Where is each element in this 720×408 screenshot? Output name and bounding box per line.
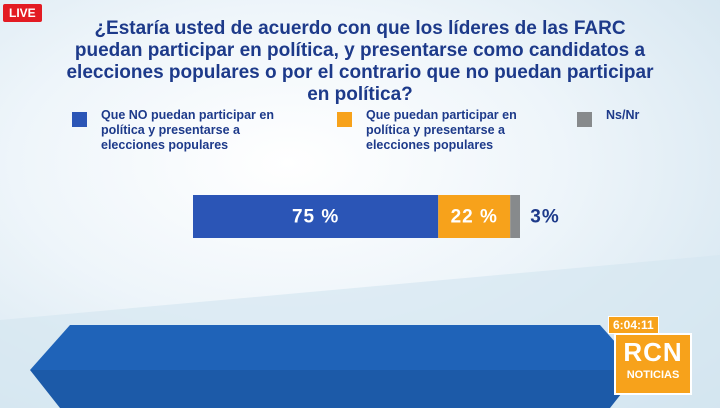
logo-text: RCN (623, 337, 683, 367)
logo: RCN NOTICIAS (614, 333, 692, 395)
clock: 6:04:11 (608, 316, 659, 334)
chart-title: ¿Estaría usted de acuerdo con que los lí… (66, 18, 654, 105)
decor (30, 370, 640, 408)
bar-segment (438, 195, 511, 238)
legend-item: Ns/Nr (577, 108, 677, 127)
logo-subtext: NOTICIAS (626, 369, 680, 381)
legend-swatch (577, 112, 592, 127)
value-label: 3% (530, 207, 559, 228)
legend-swatch (337, 112, 352, 127)
legend-item: Que NO puedan participar en política y p… (72, 108, 302, 153)
live-badge: LIVE (3, 4, 42, 22)
legend-label: Que puedan participar en política y pres… (366, 108, 517, 152)
bar-segment (193, 195, 439, 238)
decor (30, 325, 640, 370)
value-label: 22 % (451, 207, 498, 228)
legend-label: Ns/Nr (606, 108, 640, 122)
legend-swatch (72, 112, 87, 127)
value-label: 75 % (292, 207, 339, 228)
legend-item: Que puedan participar en política y pres… (337, 108, 557, 153)
legend-label: Que NO puedan participar en política y p… (101, 108, 274, 152)
bar-segment (510, 195, 520, 238)
